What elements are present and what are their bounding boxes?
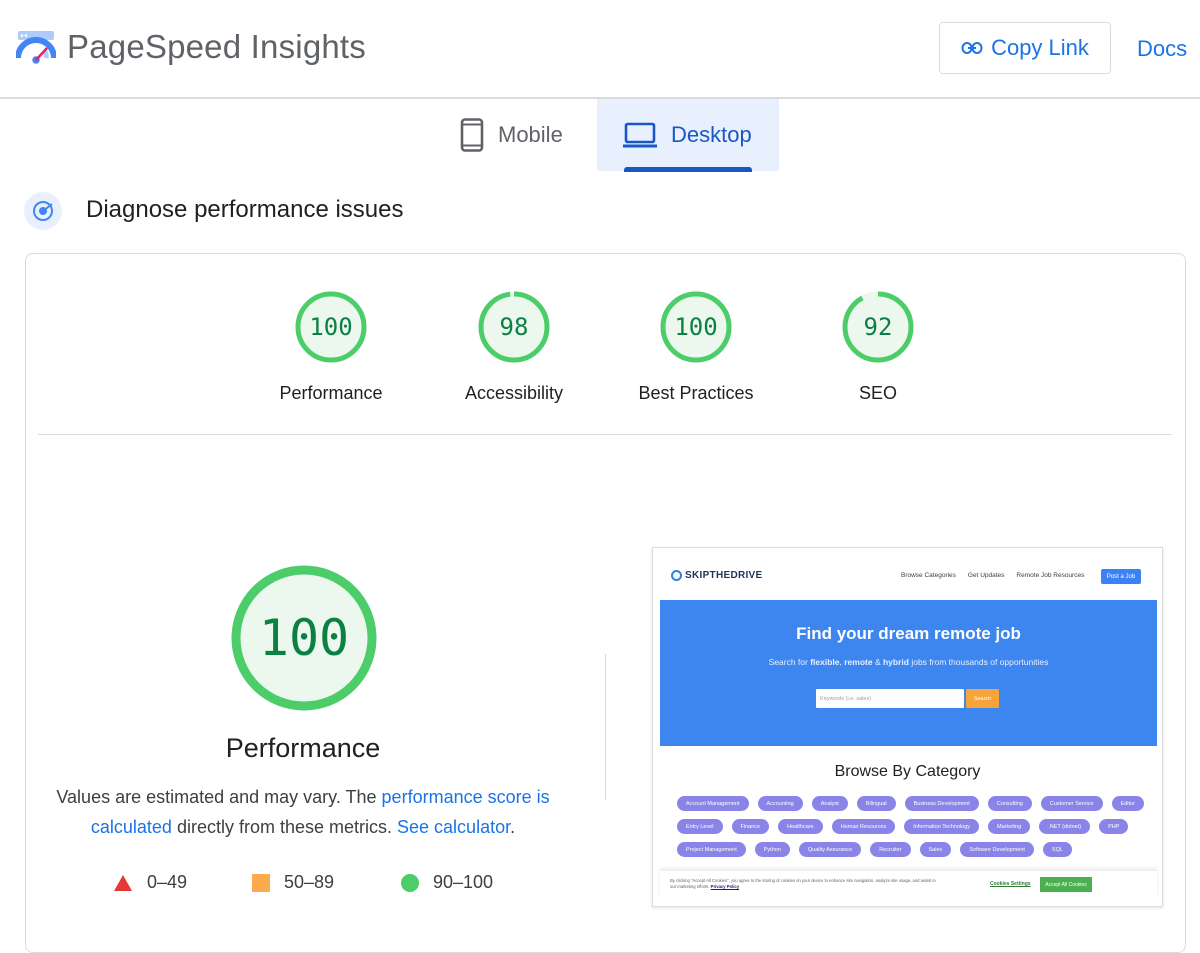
pass-circle-icon [401, 873, 419, 892]
legend-fail: 0–49 [113, 872, 187, 893]
screenshot-category-tag: Quality Assurance [798, 842, 862, 857]
copy-link-button[interactable]: Copy Link [939, 22, 1111, 74]
diagnose-icon [24, 192, 62, 230]
screenshot-post-button: Post a Job [1101, 569, 1141, 584]
screenshot-category-tag: Human Resources [831, 819, 896, 834]
see-calculator-link[interactable]: See calculator [397, 817, 511, 837]
tab-mobile[interactable]: Mobile [440, 99, 597, 171]
score-gauge-performance[interactable] [294, 290, 368, 364]
screenshot-nav-link: Browse Categories [901, 572, 956, 579]
screenshot-search-input: Keywords (i.e. sales) [816, 689, 964, 708]
performance-big-label: Performance [225, 733, 381, 763]
screenshot-category-tag: Information Technology [904, 819, 980, 834]
tab-desktop[interactable]: Desktop [597, 99, 779, 171]
score-arc [842, 291, 914, 363]
score-gauge-seo[interactable] [841, 290, 915, 364]
screenshot-category-tag: Business Development [904, 796, 979, 811]
screenshot-category-tag: Recruiter [870, 842, 911, 857]
screenshot-category-tag: SQL [1042, 842, 1072, 857]
page-screenshot: SKIPTHEDRIVE Browse Categories Get Update… [652, 547, 1163, 907]
score-label: Performance [279, 383, 383, 403]
average-square-icon [252, 873, 270, 892]
score-note: Values are estimated and may vary. The p… [56, 787, 550, 837]
screenshot-search-button: Search [966, 689, 999, 708]
pagespeed-logo-icon [16, 31, 56, 66]
screenshot-category-tag: Entry Level [677, 819, 723, 834]
screenshot-nav-links: Browse Categories Get Updates Remote Job R… [901, 572, 1084, 579]
screenshot-category-tag: Bilingual [856, 796, 896, 811]
screenshot-category-tag: Sales [919, 842, 952, 857]
screenshot-category-tag: Healthcare [778, 819, 823, 834]
screenshot-hero-subtitle: Search for flexible, remote & hybrid job… [768, 657, 1049, 667]
screenshot-logo: SKIPTHEDRIVE [671, 570, 763, 581]
score-label: Accessibility [464, 383, 564, 403]
copy-link-label: Copy Link [991, 35, 1089, 60]
screenshot-category-tag: Consulting [987, 796, 1032, 811]
tab-desktop-label: Desktop [671, 122, 752, 147]
screenshot-category-tag: Finance [731, 819, 770, 834]
screenshot-category-tag: Project Management [677, 842, 746, 857]
screenshot-category-tags: Account Management Accounting Analyst Bilin… [677, 796, 1147, 857]
screenshot-hero: Find your dream remote job Search for fl… [660, 600, 1157, 746]
screenshot-category-tag: Customer Service [1040, 796, 1103, 811]
screenshot-category-tag: .NET (dotnet) [1039, 819, 1091, 834]
screenshot-cookie-banner: By clicking "Accept All Cookies", you ag… [660, 870, 1157, 899]
legend-average: 50–89 [252, 872, 334, 893]
score-arc [660, 291, 732, 363]
top-bar: PageSpeed Insights Copy Link Docs [0, 0, 1200, 99]
laptop-icon [623, 122, 657, 148]
fail-triangle-icon [114, 874, 132, 891]
screenshot-category-tag: Account Management [677, 796, 749, 811]
score-arc [295, 291, 367, 363]
divider [38, 434, 1172, 435]
phone-icon [460, 118, 484, 152]
vertical-divider [605, 654, 606, 800]
score-label: SEO [858, 383, 897, 403]
screenshot-cookie-accept: Accept All Cookies [1040, 877, 1092, 892]
screenshot-nav-link: Get Updates [967, 572, 1005, 579]
link-icon [961, 42, 983, 54]
app-title: PageSpeed Insights [67, 28, 366, 65]
performance-score-link[interactable]: performance score is calculated [90, 787, 550, 837]
performance-big-gauge [231, 565, 377, 711]
screenshot-category-tag: Analyst [811, 796, 848, 811]
legend-pass: 90–100 [401, 872, 493, 893]
screenshot-category-tag: Editor [1111, 796, 1144, 811]
active-tab-indicator [624, 167, 752, 172]
screenshot-browse-title: Browse By Category [834, 763, 981, 780]
screenshot-category-tag: Marketing [988, 819, 1031, 834]
tab-mobile-label: Mobile [498, 122, 563, 147]
screenshot-cookie-text: By clicking "Accept All Cookies", you ag… [670, 878, 936, 889]
section-title: Diagnose performance issues [86, 196, 404, 223]
screenshot-category-tag: Accounting [757, 796, 803, 811]
screenshot-nav: SKIPTHEDRIVE Browse Categories Get Update… [653, 548, 1162, 600]
screenshot-cookie-settings: Cookies Settings [990, 881, 1031, 887]
screenshot-category-tag: Software Development [960, 842, 1034, 857]
score-gauge-accessibility[interactable] [477, 290, 551, 364]
screenshot-category-tag: PHP [1099, 819, 1129, 834]
docs-link[interactable]: Docs [1137, 36, 1188, 61]
screenshot-category-tag: Python [754, 842, 790, 857]
screenshot-nav-link: Remote Job Resources [1016, 572, 1085, 579]
score-label: Best Practices [638, 383, 754, 403]
score-gauge-best-practices[interactable] [659, 290, 733, 364]
score-arc [478, 291, 550, 363]
screenshot-hero-title: Find your dream remote job [796, 624, 1021, 643]
